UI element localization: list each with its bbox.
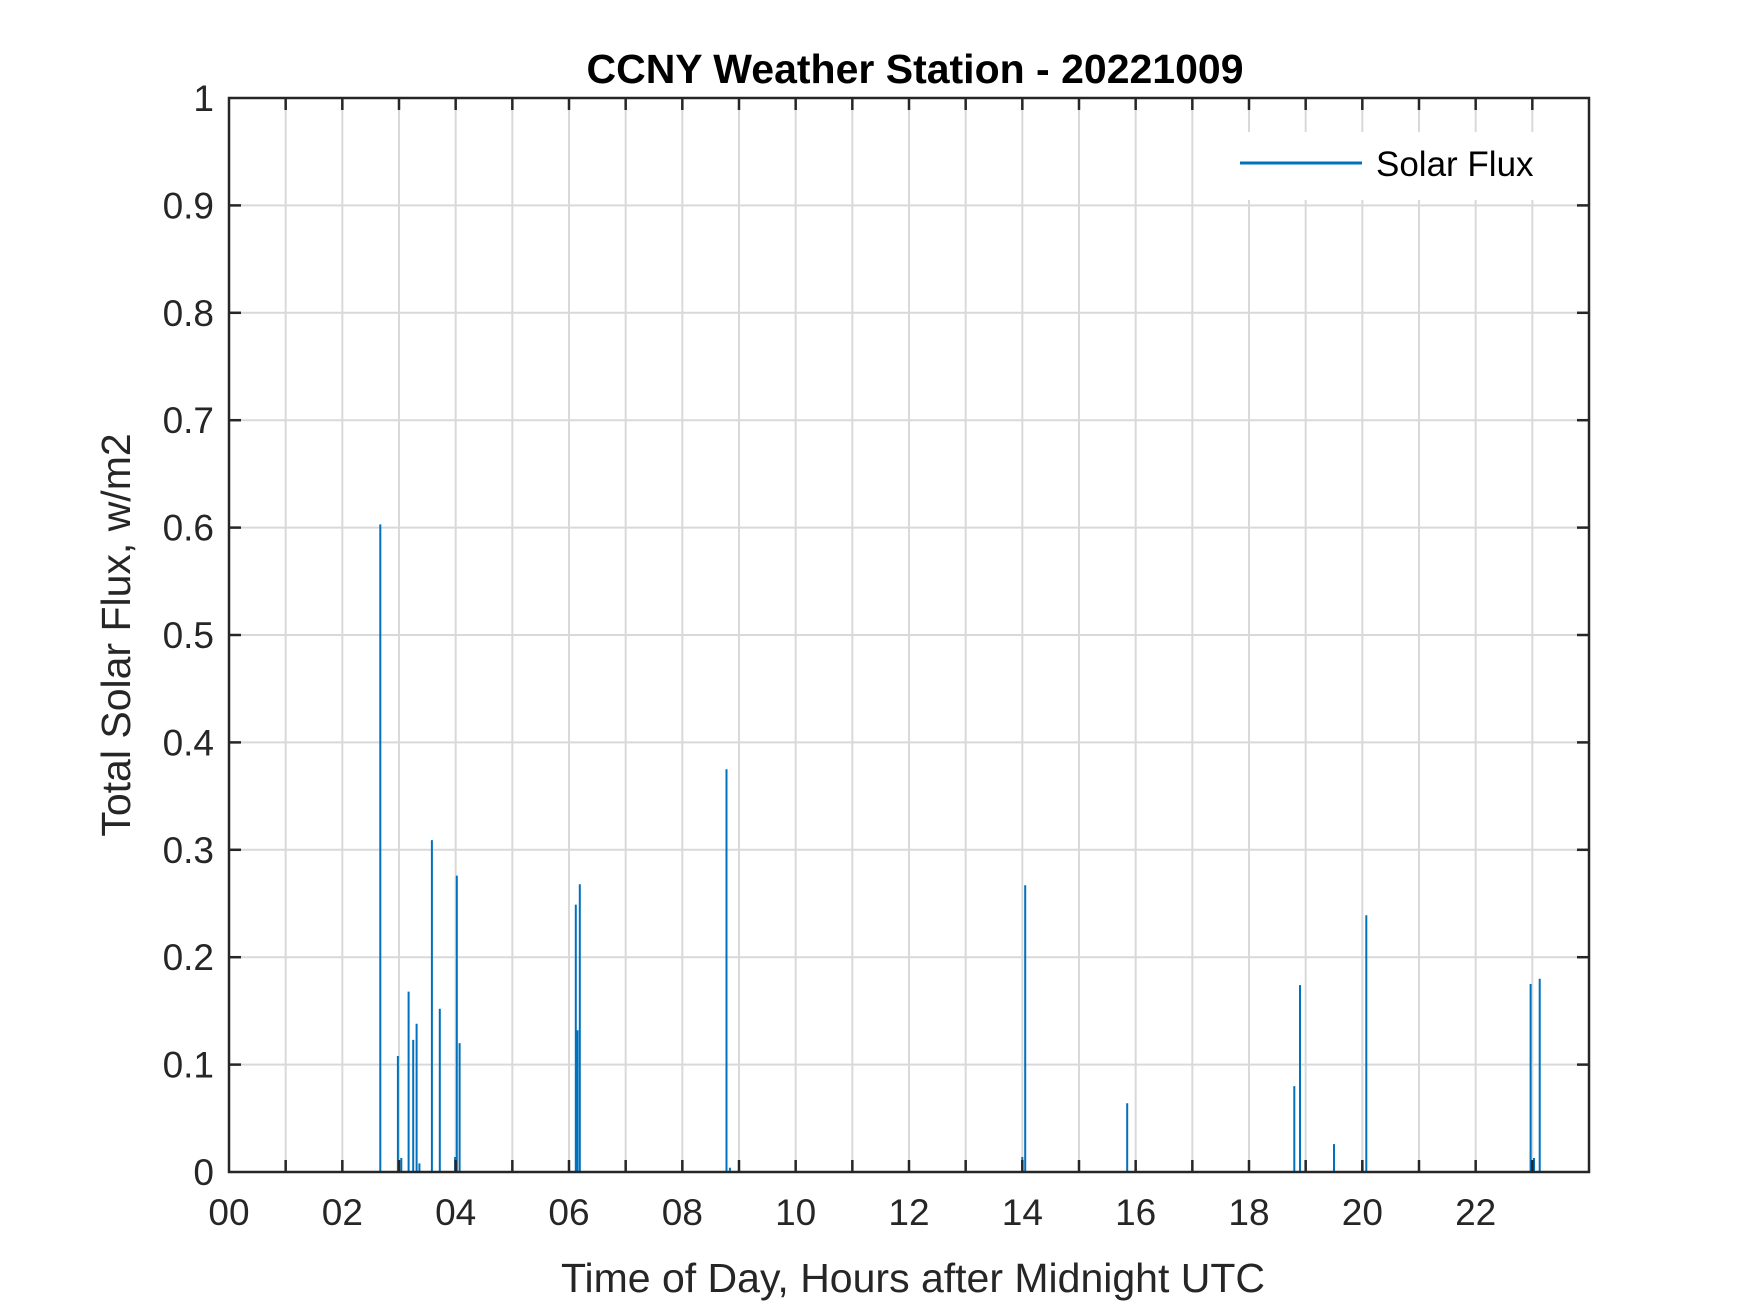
- chart-title: CCNY Weather Station - 20221009: [586, 46, 1243, 92]
- y-tick-label: 0.8: [163, 293, 214, 334]
- x-tick-label: 02: [322, 1192, 363, 1233]
- x-tick-label: 06: [548, 1192, 589, 1233]
- x-tick-label: 18: [1228, 1192, 1269, 1233]
- x-tick-label: 10: [775, 1192, 816, 1233]
- legend-box: [1218, 132, 1568, 200]
- x-tick-label: 20: [1342, 1192, 1383, 1233]
- y-tick-label: 0: [193, 1152, 214, 1193]
- y-tick-label: 0.5: [163, 615, 214, 656]
- y-tick-label: 1: [193, 78, 214, 119]
- x-tick-label: 22: [1455, 1192, 1496, 1233]
- y-tick-label: 0.3: [163, 830, 214, 871]
- y-tick-label: 0.6: [163, 508, 214, 549]
- x-axis-title: Time of Day, Hours after Midnight UTC: [561, 1255, 1265, 1301]
- y-axis-title: Total Solar Flux, w/m2: [93, 433, 139, 836]
- legend: Solar Flux: [1218, 132, 1568, 200]
- x-tick-label: 00: [208, 1192, 249, 1233]
- x-tick-label: 16: [1115, 1192, 1156, 1233]
- x-tick-label: 08: [662, 1192, 703, 1233]
- y-tick-label: 0.2: [163, 937, 214, 978]
- legend-label-solar-flux: Solar Flux: [1376, 145, 1534, 184]
- y-tick-label: 0.4: [163, 722, 214, 763]
- x-tick-label: 04: [435, 1192, 476, 1233]
- y-tick-label: 0.1: [163, 1045, 214, 1086]
- y-tick-label: 0.9: [163, 185, 214, 226]
- x-tick-label: 14: [1002, 1192, 1043, 1233]
- y-tick-label: 0.7: [163, 400, 214, 441]
- x-tick-label: 12: [888, 1192, 929, 1233]
